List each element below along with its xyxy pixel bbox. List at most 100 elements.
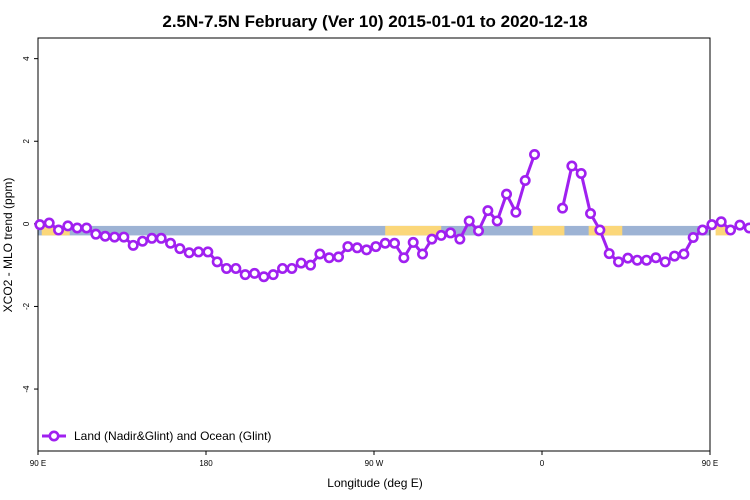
data-point xyxy=(34,219,46,231)
data-point xyxy=(370,241,382,253)
data-point xyxy=(99,230,111,242)
data-point xyxy=(137,235,149,247)
data-point xyxy=(510,206,522,218)
data-point xyxy=(519,174,531,186)
data-point xyxy=(109,231,121,243)
data-point xyxy=(631,254,643,266)
data-point xyxy=(417,248,429,260)
data-point xyxy=(202,246,214,258)
data-point xyxy=(398,252,410,264)
data-point xyxy=(62,220,74,232)
y-tick-label: 4 xyxy=(22,56,31,61)
data-point xyxy=(463,215,475,227)
data-point xyxy=(351,242,363,254)
data-point xyxy=(622,252,634,264)
data-point xyxy=(697,224,709,236)
data-point xyxy=(165,237,177,249)
x-axis: 90 E 180 90 W 0 90 E xyxy=(30,451,718,468)
data-point xyxy=(314,248,326,260)
x-tick-label: 180 xyxy=(199,459,213,468)
data-point xyxy=(155,232,167,244)
data-point xyxy=(295,257,307,269)
data-point xyxy=(734,219,746,231)
data-point xyxy=(286,262,298,274)
data-point xyxy=(743,222,750,234)
data-point xyxy=(193,246,205,258)
data-point xyxy=(650,252,662,264)
series-line xyxy=(39,153,536,279)
data-point xyxy=(426,233,438,245)
data-point xyxy=(323,252,335,264)
data-point xyxy=(491,215,503,227)
data-point xyxy=(435,229,447,241)
data-point xyxy=(585,208,597,220)
data-point xyxy=(594,224,606,236)
y-tick-label: 0 xyxy=(22,221,31,226)
data-point xyxy=(81,222,93,234)
data-point xyxy=(342,241,354,253)
land-band-4 xyxy=(715,225,729,236)
data-point xyxy=(641,254,653,266)
data-point xyxy=(183,247,195,259)
land-band-3 xyxy=(588,225,623,236)
data-point xyxy=(127,239,139,251)
data-point xyxy=(454,233,466,245)
data-point xyxy=(482,205,494,217)
data-point xyxy=(361,244,373,256)
data-point xyxy=(687,231,699,243)
data-point xyxy=(118,231,130,243)
legend-marker-icon xyxy=(48,430,60,442)
data-point xyxy=(678,248,690,260)
data-point xyxy=(43,217,55,229)
data-point xyxy=(379,237,391,249)
data-point xyxy=(613,256,625,268)
x-tick-label: 90 E xyxy=(702,459,718,468)
data-point xyxy=(90,228,102,240)
data-point xyxy=(715,216,727,228)
y-tick-label: 2 xyxy=(22,138,31,143)
data-point xyxy=(603,248,615,260)
x-tick-label: 90 E xyxy=(30,459,46,468)
chart-title: 2.5N-7.5N February (Ver 10) 2015-01-01 t… xyxy=(162,12,587,31)
data-point xyxy=(407,236,419,248)
surface-band xyxy=(38,225,729,236)
data-point xyxy=(725,224,737,236)
data-point xyxy=(659,256,671,268)
data-point xyxy=(575,167,587,179)
data-point xyxy=(249,267,261,279)
y-tick-label: -2 xyxy=(22,302,31,310)
legend-entry: Land (Nadir&Glint) and Ocean (Glint) xyxy=(74,429,271,443)
data-point xyxy=(258,271,270,283)
data-point xyxy=(333,251,345,263)
x-tick-label: 90 W xyxy=(365,459,384,468)
data-point xyxy=(501,188,513,200)
data-point xyxy=(267,269,279,281)
data-point xyxy=(473,225,485,237)
data-point xyxy=(71,222,83,234)
x-tick-label: 0 xyxy=(540,459,545,468)
series-land-ocean xyxy=(34,148,750,283)
data-point xyxy=(239,269,251,281)
data-point xyxy=(221,262,233,274)
data-point xyxy=(669,250,681,262)
data-point xyxy=(146,232,158,244)
y-axis-label: XCO2 - MLO trend (ppm) xyxy=(1,178,15,313)
data-point xyxy=(706,219,718,231)
ocean-band xyxy=(38,225,710,236)
data-point xyxy=(211,256,223,268)
land-band-1 xyxy=(385,225,442,236)
land-band-2 xyxy=(532,225,565,236)
data-point xyxy=(305,259,317,271)
x-axis-label: Longitude (deg E) xyxy=(327,476,422,490)
data-point xyxy=(566,160,578,172)
y-tick-label: -4 xyxy=(22,385,31,393)
data-point xyxy=(277,262,289,274)
data-point xyxy=(529,148,541,160)
data-point xyxy=(53,224,65,236)
data-point xyxy=(445,227,457,239)
data-point xyxy=(557,202,569,214)
data-point xyxy=(174,243,186,255)
data-point xyxy=(389,237,401,249)
data-point xyxy=(230,262,242,274)
